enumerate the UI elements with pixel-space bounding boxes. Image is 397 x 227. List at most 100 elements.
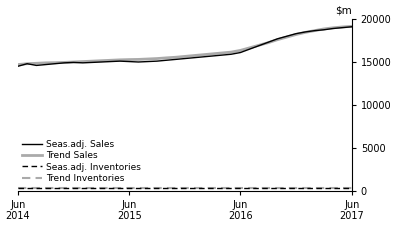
- Trend Sales: [145, 58, 150, 60]
- Seas.adj. Sales: [266, 41, 271, 44]
- Seas.adj. Sales: [136, 61, 141, 63]
- Trend Inventories: [52, 187, 57, 190]
- Trend Sales: [15, 63, 20, 66]
- Trend Inventories: [275, 187, 280, 190]
- Seas.adj. Sales: [34, 64, 39, 67]
- Trend Inventories: [210, 187, 215, 190]
- Seas.adj. Inventories: [118, 187, 122, 190]
- Seas.adj. Inventories: [90, 187, 94, 190]
- Trend Inventories: [145, 187, 150, 190]
- Seas.adj. Sales: [201, 55, 206, 58]
- Seas.adj. Inventories: [154, 187, 159, 190]
- Seas.adj. Sales: [284, 35, 289, 38]
- Seas.adj. Sales: [118, 60, 122, 62]
- Trend Sales: [34, 62, 39, 65]
- Seas.adj. Inventories: [229, 187, 233, 190]
- Seas.adj. Inventories: [71, 187, 76, 190]
- Trend Inventories: [173, 187, 178, 190]
- Trend Sales: [275, 38, 280, 41]
- Seas.adj. Sales: [127, 60, 131, 63]
- Trend Inventories: [229, 187, 233, 190]
- Seas.adj. Sales: [294, 32, 299, 35]
- Seas.adj. Sales: [247, 48, 252, 50]
- Trend Inventories: [220, 187, 224, 190]
- Trend Sales: [118, 59, 122, 61]
- Seas.adj. Sales: [275, 37, 280, 40]
- Trend Sales: [62, 61, 67, 64]
- Trend Sales: [25, 62, 29, 65]
- Trend Sales: [164, 57, 169, 59]
- Trend Sales: [294, 33, 299, 36]
- Trend Sales: [266, 41, 271, 44]
- Seas.adj. Inventories: [34, 187, 39, 190]
- Seas.adj. Inventories: [136, 187, 141, 190]
- Seas.adj. Sales: [349, 25, 354, 28]
- Trend Inventories: [80, 187, 85, 190]
- Seas.adj. Inventories: [164, 187, 169, 190]
- Trend Sales: [312, 29, 317, 32]
- Trend Sales: [127, 58, 131, 61]
- Line: Seas.adj. Sales: Seas.adj. Sales: [18, 27, 352, 66]
- Seas.adj. Inventories: [52, 187, 57, 190]
- Seas.adj. Sales: [25, 62, 29, 65]
- Seas.adj. Sales: [173, 58, 178, 61]
- Trend Sales: [322, 27, 326, 30]
- Trend Inventories: [136, 187, 141, 190]
- Seas.adj. Inventories: [238, 187, 243, 190]
- Trend Sales: [99, 59, 104, 62]
- Seas.adj. Sales: [312, 29, 317, 32]
- Seas.adj. Inventories: [284, 187, 289, 190]
- Trend Sales: [154, 57, 159, 60]
- Seas.adj. Inventories: [99, 187, 104, 190]
- Text: $m: $m: [335, 6, 352, 16]
- Seas.adj. Inventories: [108, 187, 113, 190]
- Trend Sales: [108, 59, 113, 62]
- Seas.adj. Inventories: [192, 187, 197, 190]
- Trend Sales: [220, 52, 224, 54]
- Seas.adj. Sales: [52, 62, 57, 65]
- Trend Inventories: [108, 187, 113, 190]
- Trend Inventories: [25, 187, 29, 190]
- Seas.adj. Sales: [43, 63, 48, 66]
- Trend Inventories: [127, 187, 131, 190]
- Seas.adj. Inventories: [294, 187, 299, 190]
- Trend Inventories: [294, 187, 299, 190]
- Seas.adj. Inventories: [43, 187, 48, 190]
- Trend Inventories: [256, 187, 261, 190]
- Trend Sales: [340, 26, 345, 28]
- Seas.adj. Sales: [322, 28, 326, 31]
- Trend Sales: [80, 60, 85, 63]
- Seas.adj. Inventories: [182, 187, 187, 190]
- Seas.adj. Inventories: [312, 187, 317, 190]
- Trend Inventories: [331, 187, 335, 190]
- Trend Sales: [71, 61, 76, 63]
- Seas.adj. Sales: [331, 27, 335, 30]
- Seas.adj. Sales: [80, 62, 85, 64]
- Trend Sales: [201, 53, 206, 56]
- Trend Inventories: [201, 187, 206, 190]
- Trend Sales: [210, 52, 215, 55]
- Seas.adj. Sales: [256, 44, 261, 47]
- Trend Inventories: [284, 187, 289, 190]
- Trend Inventories: [238, 187, 243, 190]
- Trend Sales: [43, 62, 48, 64]
- Seas.adj. Inventories: [340, 187, 345, 190]
- Seas.adj. Sales: [99, 61, 104, 63]
- Trend Inventories: [43, 187, 48, 190]
- Trend Inventories: [164, 187, 169, 190]
- Seas.adj. Sales: [340, 26, 345, 29]
- Trend Inventories: [192, 187, 197, 190]
- Seas.adj. Inventories: [220, 187, 224, 190]
- Seas.adj. Sales: [15, 65, 20, 68]
- Seas.adj. Sales: [154, 60, 159, 62]
- Seas.adj. Sales: [220, 54, 224, 57]
- Seas.adj. Inventories: [145, 187, 150, 190]
- Seas.adj. Sales: [303, 31, 308, 33]
- Trend Inventories: [349, 187, 354, 190]
- Seas.adj. Inventories: [247, 187, 252, 190]
- Trend Sales: [349, 25, 354, 28]
- Trend Inventories: [182, 187, 187, 190]
- Trend Sales: [284, 36, 289, 38]
- Trend Inventories: [312, 187, 317, 190]
- Trend Inventories: [99, 187, 104, 190]
